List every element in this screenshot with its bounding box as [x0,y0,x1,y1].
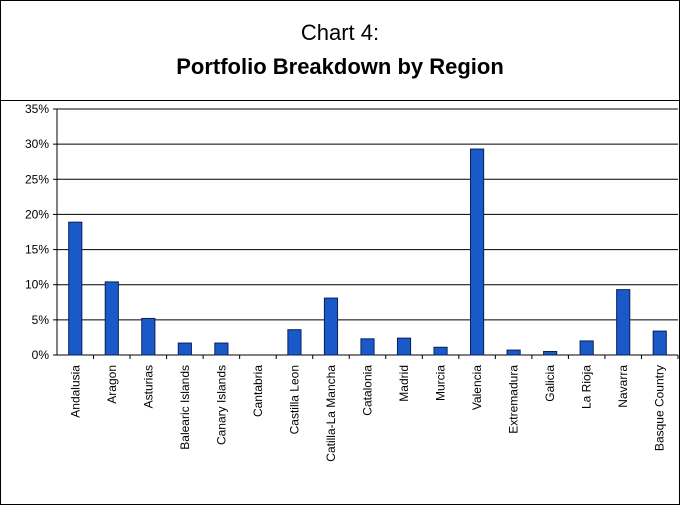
x-tick-label: Aragon [105,365,119,404]
x-tick-label: Asturias [141,365,155,408]
x-tick-label: Cantabria [251,365,265,417]
bar [360,338,375,356]
y-tick-label: 5% [32,313,50,327]
bar [470,148,485,356]
bar [104,281,119,356]
bar [323,297,339,356]
x-tick-label: Galicia [543,365,557,402]
x-tick-label: Catalonia [361,365,375,416]
chart-subtitle: Portfolio Breakdown by Region [176,54,504,79]
y-tick-label: 10% [25,278,49,292]
x-tick-label: Valencia [470,365,484,410]
bar [177,342,192,356]
bar [543,350,558,356]
y-tick-label: 25% [25,172,49,186]
x-tick-label: Catilla-La Mancha [324,365,338,462]
y-tick-label: 20% [25,207,49,221]
bar [68,221,83,356]
x-tick-label: Canary Islands [214,365,228,445]
chart-title: Chart 4: [301,20,379,45]
x-tick-label: Madrid [397,365,411,402]
x-tick-label: Basque Country [653,365,667,451]
y-tick-label: 30% [25,137,49,151]
bar [214,342,229,356]
bar [141,317,156,356]
x-tick-label: Navarra [616,365,630,408]
x-tick-label: La Rioja [580,365,594,409]
bar [506,349,521,356]
bar [433,346,448,356]
bar [287,329,302,356]
bar [579,340,594,356]
bar [652,330,667,356]
bar [396,337,412,356]
x-tick-label: Murcia [434,365,448,401]
bar [616,289,631,356]
x-tick-label: Andalusia [68,365,82,418]
x-tick-label: Extremadura [507,365,521,434]
x-tick-label: Castilla Leon [287,365,301,434]
y-tick-label: 35% [25,102,49,116]
y-tick-label: 15% [25,243,49,257]
y-tick-label: 0% [32,348,50,362]
x-tick-label: Balearic Islands [178,365,192,450]
